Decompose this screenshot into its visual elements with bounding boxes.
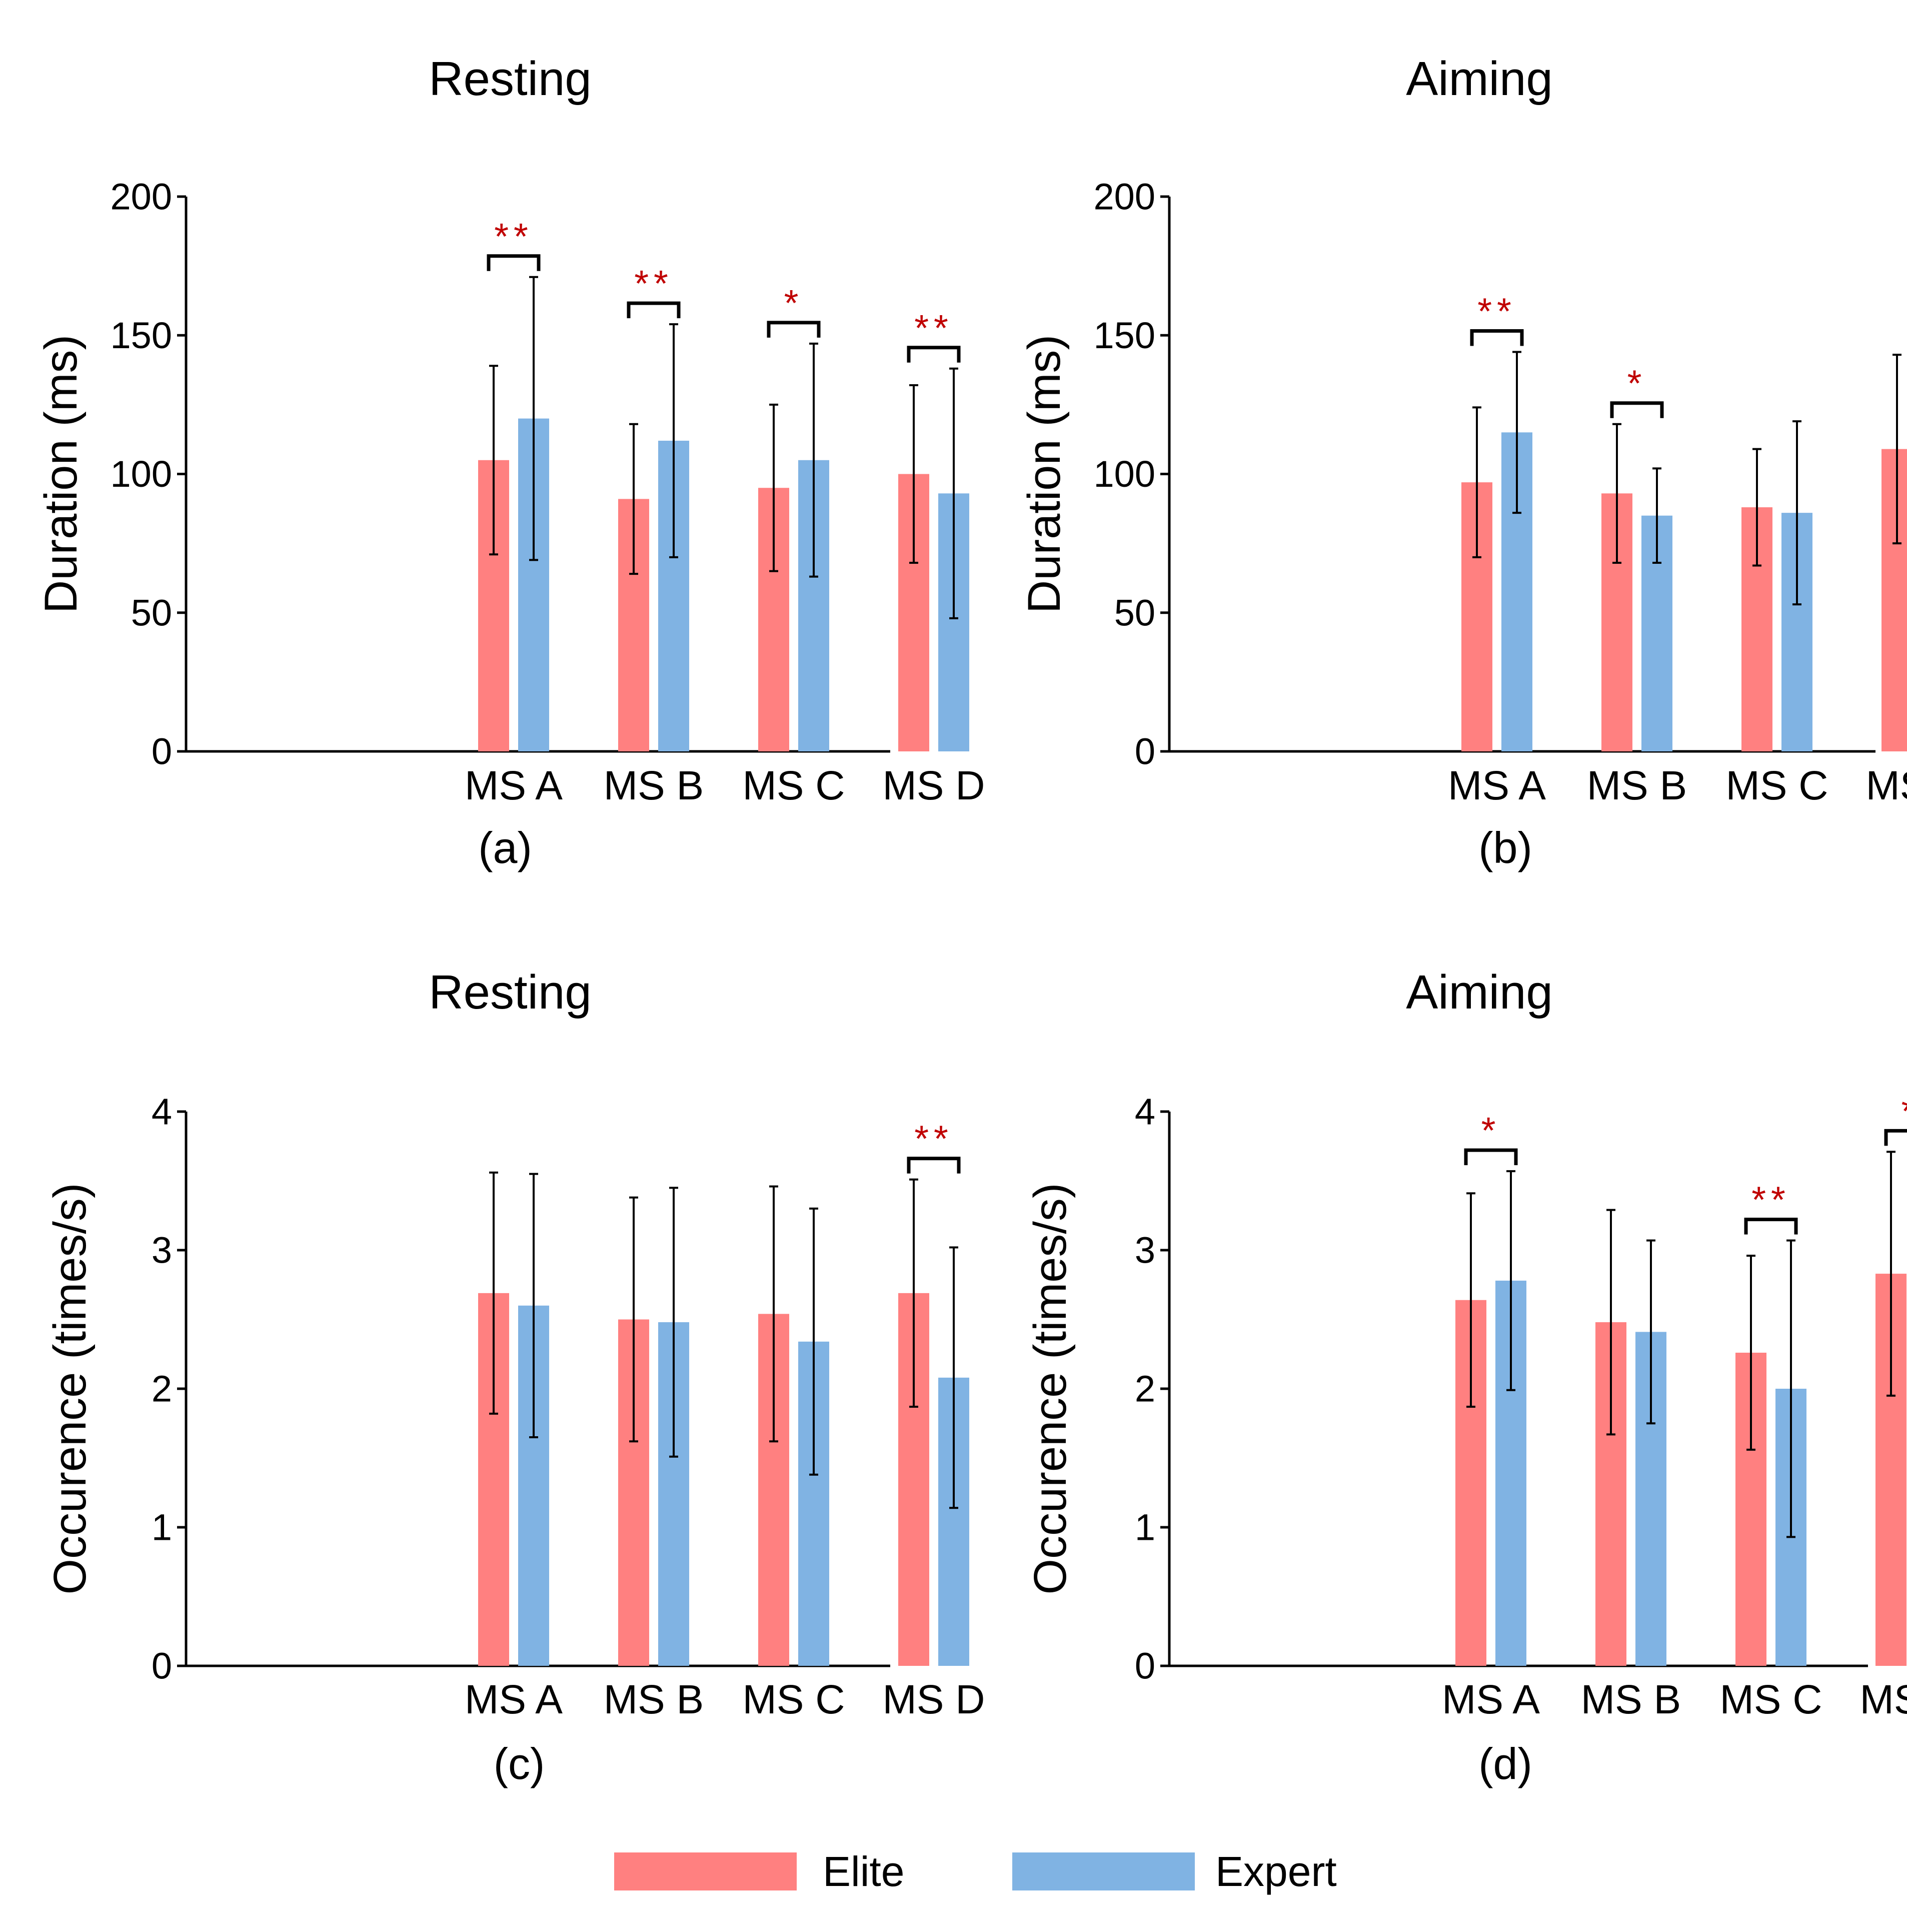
y-tick-label: 50 [131,592,172,633]
legend-label-elite: Elite [823,1848,904,1895]
x-tick-label: MS C [743,763,845,808]
y-tick-label: 100 [111,453,172,495]
significance-marker: ** [1751,1179,1790,1221]
significance-bracket [487,254,541,271]
significance-bracket [907,346,961,363]
panel-d: Aiming Occurence (times/s) 0 1 2 3 4 MS A * MS B M… [1025,965,1907,1788]
significance-marker: * [1481,1110,1501,1151]
y-axis-label: Duration (ms) [36,335,87,613]
x-tick-label: MS B [604,1677,704,1722]
chart-title: Aiming [1406,52,1552,106]
legend-swatch-expert [1012,1852,1195,1890]
x-tick-label: MS C [743,1677,845,1722]
x-tick-label: MS D [1866,763,1907,808]
panel-label: (b) [1478,823,1532,872]
y-tick-label: 100 [1094,453,1155,495]
y-tick-label: 150 [1094,315,1155,356]
x-tick-label: MS B [1587,763,1687,808]
significance-marker: ** [1477,291,1516,332]
significance-marker: ** [494,216,533,257]
y-tick-label: 2 [1135,1368,1155,1410]
chart-title: Resting [429,52,592,106]
significance-marker: * [1901,1090,1907,1132]
y-tick-label: 0 [152,731,172,772]
chart-title: Resting [429,965,592,1019]
x-tick-label: MS D [883,763,985,808]
significance-bracket [1610,401,1664,418]
x-tick-label: MS A [1442,1677,1540,1722]
y-tick-label: 0 [152,1645,172,1687]
significance-bracket [1464,1148,1518,1166]
x-tick-label: MS B [1581,1677,1681,1722]
x-tick-label: MS B [604,763,704,808]
x-tick-label: MS A [1448,763,1546,808]
significance-bracket [627,301,681,319]
x-tick-label: MS A [465,763,563,808]
panel-label: (c) [494,1739,545,1788]
significance-marker: * [1627,363,1647,404]
y-tick-label: 4 [1135,1091,1155,1133]
y-tick-label: 200 [111,176,172,218]
y-axis-label: Occurence (times/s) [1025,1183,1076,1594]
y-tick-label: 3 [1135,1230,1155,1271]
y-tick-label: 0 [1135,731,1155,772]
y-tick-label: 3 [152,1230,172,1271]
significance-bracket [767,321,821,338]
x-tick-label: MS C [1720,1677,1822,1722]
y-axis-label: Duration (ms) [1019,335,1070,613]
significance-marker: ** [634,263,673,304]
panel-label: (a) [478,823,532,872]
y-tick-label: 200 [1094,176,1155,218]
y-tick-label: 50 [1114,592,1155,633]
y-tick-label: 0 [1135,1645,1155,1687]
y-tick-label: 1 [1135,1507,1155,1548]
panel-label: (d) [1478,1739,1532,1788]
significance-marker: ** [914,307,953,349]
y-tick-label: 1 [152,1507,172,1548]
x-tick-label: MS C [1726,763,1828,808]
panel-a: Resting Duration (ms) 0 50 100 150 200 MS A ** MS… [36,52,985,872]
panel-c: Resting Occurence (times/s) 0 1 2 3 4 MS A MS B M… [45,965,985,1788]
bar-elite-ms-d [1881,449,1907,751]
legend-label-expert: Expert [1215,1848,1337,1895]
panel-b: Aiming Duration (ms) 0 50 100 150 200 MS A ** MS … [1019,52,1907,872]
significance-marker: * [784,282,804,324]
chart-title: Aiming [1406,965,1552,1019]
y-tick-label: 2 [152,1368,172,1410]
significance-bracket [1884,1129,1907,1146]
x-tick-label: MS D [1860,1677,1907,1722]
y-axis-label: Occurence (times/s) [45,1183,96,1594]
significance-bracket [1470,329,1524,346]
x-tick-label: MS A [465,1677,563,1722]
y-tick-label: 4 [152,1091,172,1133]
significance-bracket [907,1157,961,1174]
significance-bracket [1744,1218,1798,1235]
y-tick-label: 150 [111,315,172,356]
significance-marker: ** [914,1118,953,1160]
legend-swatch-elite [614,1852,797,1890]
x-tick-label: MS D [883,1677,985,1722]
legend: Elite Expert [614,1848,1337,1895]
